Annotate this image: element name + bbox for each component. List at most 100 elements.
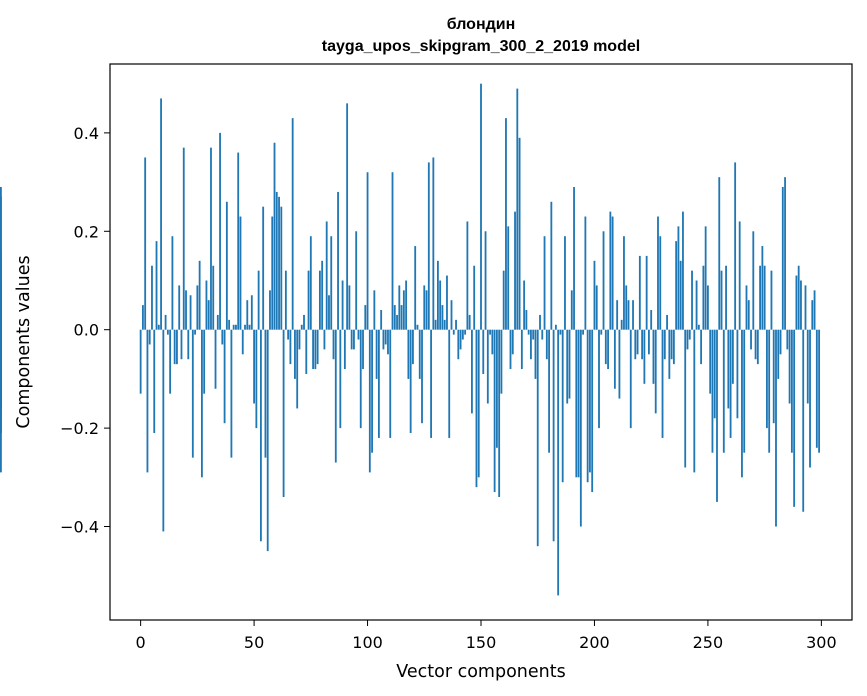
bar-166 — [516, 88, 519, 330]
bar-125 — [423, 285, 426, 330]
bar-155 — [491, 329, 494, 355]
bar-285 — [786, 329, 789, 350]
bar-160 — [502, 270, 505, 330]
bar-24 — [194, 329, 196, 335]
bar-74 — [307, 270, 310, 330]
bar-122 — [416, 324, 419, 330]
bar-undefined — [0, 329, 2, 434]
bar-268 — [747, 300, 750, 330]
bar-111 — [391, 172, 394, 330]
bar-120 — [412, 329, 414, 365]
bar-72 — [303, 314, 305, 330]
bar-291 — [800, 280, 802, 330]
x-tick-label: 300 — [806, 633, 837, 652]
bar-254 — [716, 329, 718, 502]
x-tick-label: 200 — [579, 633, 610, 652]
bar-289 — [795, 275, 798, 330]
bar-260 — [729, 329, 732, 438]
bar-26 — [198, 260, 201, 330]
bar-117 — [405, 280, 408, 330]
bar-226 — [652, 329, 655, 384]
bar-171 — [527, 329, 530, 335]
bar-293 — [804, 285, 807, 330]
bar-98 — [362, 329, 364, 370]
bar-146 — [471, 329, 473, 414]
bar-128 — [430, 329, 432, 438]
bar-237 — [677, 226, 680, 330]
bar-66 — [289, 329, 292, 365]
bar-123 — [418, 329, 421, 379]
bar-234 — [670, 329, 673, 360]
x-tick-label: 50 — [244, 633, 264, 652]
bar-112 — [393, 305, 396, 330]
bar-194 — [579, 329, 582, 527]
bar-219 — [636, 329, 639, 355]
bar-244 — [693, 329, 696, 473]
y-tick-label: −0.4 — [60, 518, 99, 537]
bar-63 — [282, 329, 285, 497]
bar-124 — [421, 329, 423, 424]
bar-106 — [380, 310, 383, 330]
bar-150 — [480, 83, 482, 330]
bar-73 — [305, 329, 308, 374]
bar-221 — [641, 329, 644, 360]
bar-170 — [525, 310, 528, 330]
bar-276 — [766, 329, 768, 429]
bar-45 — [241, 329, 244, 355]
bar-199 — [591, 329, 594, 493]
bar-243 — [691, 270, 693, 330]
bar-231 — [663, 329, 666, 360]
bar-198 — [589, 329, 591, 473]
bar-108 — [384, 329, 387, 345]
bar-59 — [273, 142, 276, 330]
bar-78 — [316, 329, 319, 365]
bar-245 — [695, 280, 698, 330]
bar-257 — [722, 329, 725, 453]
bar-67 — [291, 118, 294, 330]
bar-116 — [402, 290, 405, 330]
bar-154 — [489, 329, 491, 335]
bar-220 — [638, 255, 641, 330]
bar-179 — [545, 329, 548, 360]
bar-142 — [461, 329, 464, 340]
bar-207 — [609, 211, 612, 330]
bar-197 — [586, 329, 589, 483]
bar-131 — [436, 260, 439, 330]
bar-144 — [466, 221, 469, 330]
bar-156 — [493, 329, 496, 493]
bar-294 — [806, 329, 809, 404]
bar-251 — [709, 329, 712, 394]
bars-group — [0, 83, 821, 596]
bar-204 — [602, 231, 605, 330]
bar-79 — [318, 270, 321, 330]
bar-281 — [777, 329, 780, 379]
bar-30 — [207, 300, 210, 330]
bar-264 — [738, 221, 741, 330]
y-axis-label: Components values — [14, 255, 34, 428]
bar-259 — [727, 329, 730, 409]
bar-41 — [232, 324, 235, 330]
chart-title: блондин — [447, 16, 516, 33]
bar-4 — [148, 329, 151, 345]
bar-246 — [697, 324, 700, 330]
bar-42 — [235, 324, 237, 330]
bar-172 — [530, 329, 532, 360]
bar-152 — [484, 231, 487, 330]
bar-11 — [164, 314, 167, 330]
bar-279 — [772, 329, 775, 424]
x-tick-label: 0 — [136, 633, 146, 652]
bar-39 — [228, 319, 231, 330]
bar-54 — [262, 206, 265, 330]
bar-129 — [432, 157, 435, 330]
x-axis-label: Vector components — [396, 662, 565, 682]
bar-43 — [237, 152, 240, 330]
bar-147 — [473, 265, 476, 330]
bar-126 — [425, 290, 428, 330]
bar-229 — [659, 236, 662, 330]
bar-298 — [815, 329, 818, 448]
bar-56 — [266, 329, 269, 552]
bar-16 — [176, 329, 178, 365]
bar-163 — [509, 329, 512, 370]
bar-227 — [654, 329, 657, 414]
bar-189 — [568, 329, 571, 399]
